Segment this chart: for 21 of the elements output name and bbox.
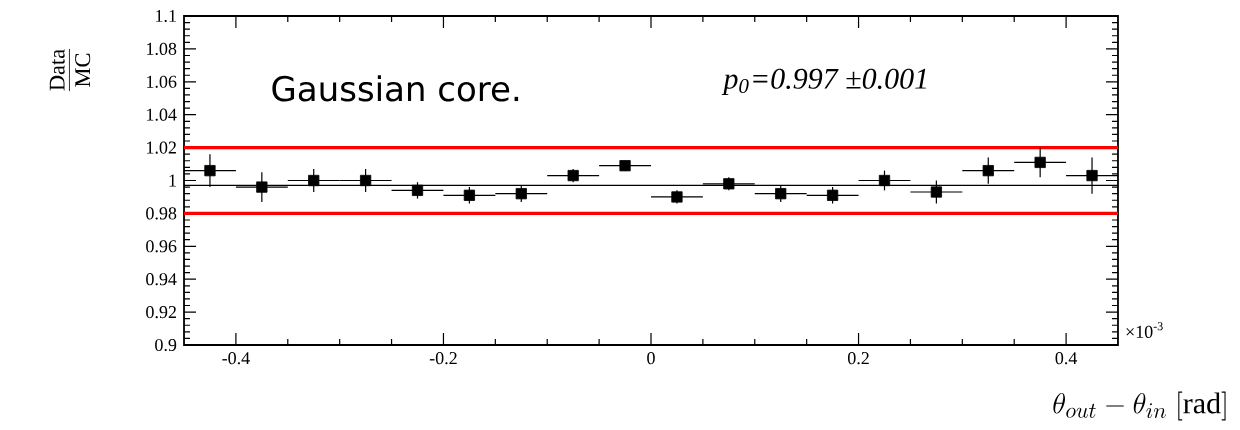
annotation: p$_{0}$=0.997 ±0.001: [721, 68, 926, 95]
y-tick-label: 0.9: [155, 338, 177, 352]
x-tick-label: 0.4: [1055, 352, 1078, 365]
y-tick-label: 1.08: [147, 42, 177, 56]
y-tick-label: 0.98: [146, 207, 177, 220]
y-axis-title: $\frac{\mathrm{Data}}{\mathrm{MC}}$: [49, 48, 91, 92]
y-tick-label: 1.1: [156, 9, 176, 23]
x-tick-label: 0.2: [847, 352, 869, 365]
y-tick-label: 0.94: [146, 273, 177, 286]
y-tick-label: 0.96: [146, 240, 177, 253]
y-tick-label: 1: [169, 174, 176, 187]
y-tick-label: 1.02: [147, 141, 176, 154]
text: ×10$^{-3}$: [1126, 322, 1163, 338]
x-axis-title: $\theta_{out} - \theta_{in}\ [\mathrm{rad}]$: [1053, 391, 1226, 421]
y-tick-label: 1.06: [147, 75, 177, 88]
y-tick-label: 1.04: [147, 108, 177, 121]
x-tick-label: -0.4: [222, 352, 250, 365]
x-tick-label: -0.2: [429, 352, 457, 365]
annotation: Gaussian core.: [272, 75, 519, 102]
y-tick-label: 0.92: [146, 305, 176, 319]
x-tick-label: 0: [647, 352, 655, 365]
